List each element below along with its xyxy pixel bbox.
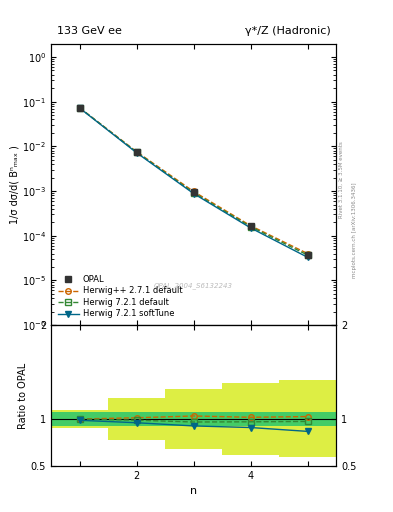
- Y-axis label: 1/σ dσ/d( Bⁿₘₐₓ ): 1/σ dσ/d( Bⁿₘₐₓ ): [9, 145, 19, 224]
- Legend: OPAL, Herwig++ 2.7.1 default, Herwig 7.2.1 default, Herwig 7.2.1 softTune: OPAL, Herwig++ 2.7.1 default, Herwig 7.2…: [55, 272, 185, 321]
- Text: mcplots.cern.ch [arXiv:1306.3436]: mcplots.cern.ch [arXiv:1306.3436]: [352, 183, 357, 278]
- Y-axis label: Ratio to OPAL: Ratio to OPAL: [18, 362, 28, 429]
- Text: 133 GeV ee: 133 GeV ee: [57, 27, 122, 36]
- Text: OPAL_2004_S6132243: OPAL_2004_S6132243: [154, 282, 233, 289]
- Text: Rivet 3.1.10, ≥ 3.5M events: Rivet 3.1.10, ≥ 3.5M events: [339, 141, 344, 218]
- X-axis label: n: n: [190, 486, 197, 496]
- Text: γ*/Z (Hadronic): γ*/Z (Hadronic): [244, 27, 330, 36]
